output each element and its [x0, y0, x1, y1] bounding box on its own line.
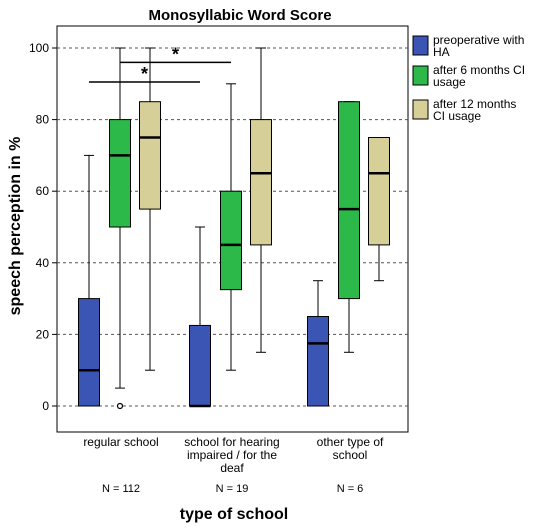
category-label: impaired / for the	[187, 448, 277, 462]
category-label: school	[333, 448, 368, 462]
category-labels: regular school N = 112 school for hearingi…	[83, 435, 384, 495]
category-label: deaf	[220, 461, 244, 475]
legend-swatch	[412, 65, 429, 86]
box-2-1	[338, 101, 360, 353]
category-label: regular school	[83, 435, 158, 449]
significance-star: *	[141, 64, 148, 84]
x-axis-label: type of school	[180, 506, 288, 523]
chart-title: Monosyllabic Word Score	[148, 7, 331, 24]
box-body	[338, 101, 360, 300]
category-label: other type of	[317, 435, 384, 449]
box-body	[139, 101, 161, 210]
sample-size-label: N = 6	[337, 483, 364, 495]
legend-label: CI usage	[433, 109, 481, 123]
box-body	[109, 119, 131, 228]
outlier-point	[116, 402, 124, 410]
box-2-0	[307, 280, 329, 407]
box-body	[78, 298, 100, 407]
box-0-0	[78, 154, 100, 407]
box-1-0	[189, 226, 211, 408]
box-body	[250, 119, 272, 246]
legend-label: after 6 months CI	[433, 63, 525, 77]
box-body	[307, 316, 329, 407]
legend-label: usage	[433, 75, 466, 89]
legend-label: preoperative with	[433, 33, 524, 47]
box-body	[189, 324, 211, 407]
legend-swatch	[412, 99, 429, 120]
legend-label: HA	[433, 45, 450, 59]
box-body	[368, 137, 390, 246]
box-1-1	[220, 83, 242, 371]
y-tick-label: 60	[36, 184, 50, 198]
box-body	[220, 190, 242, 291]
box-0-1	[109, 47, 131, 410]
box-2-2	[368, 137, 390, 282]
legend-label: after 12 months	[433, 97, 516, 111]
category-label: school for hearing	[184, 435, 279, 449]
plot-area: 0 20 40 60 80 100 * *	[29, 25, 409, 433]
plot-frame	[56, 25, 409, 433]
y-tick-label: 0	[42, 399, 49, 413]
sample-size-label: N = 19	[216, 483, 249, 495]
legend-swatch	[412, 35, 429, 56]
y-tick-label: 20	[36, 327, 50, 341]
y-axis-label: speech perception in %	[7, 137, 24, 316]
box-0-2	[139, 47, 161, 371]
y-tick-label: 80	[36, 113, 50, 127]
significance-star: *	[172, 44, 179, 64]
y-tick-label: 100	[29, 41, 49, 55]
y-tick-label: 40	[36, 256, 50, 270]
box-1-2	[250, 47, 272, 353]
sample-size-label: N = 112	[102, 483, 140, 495]
